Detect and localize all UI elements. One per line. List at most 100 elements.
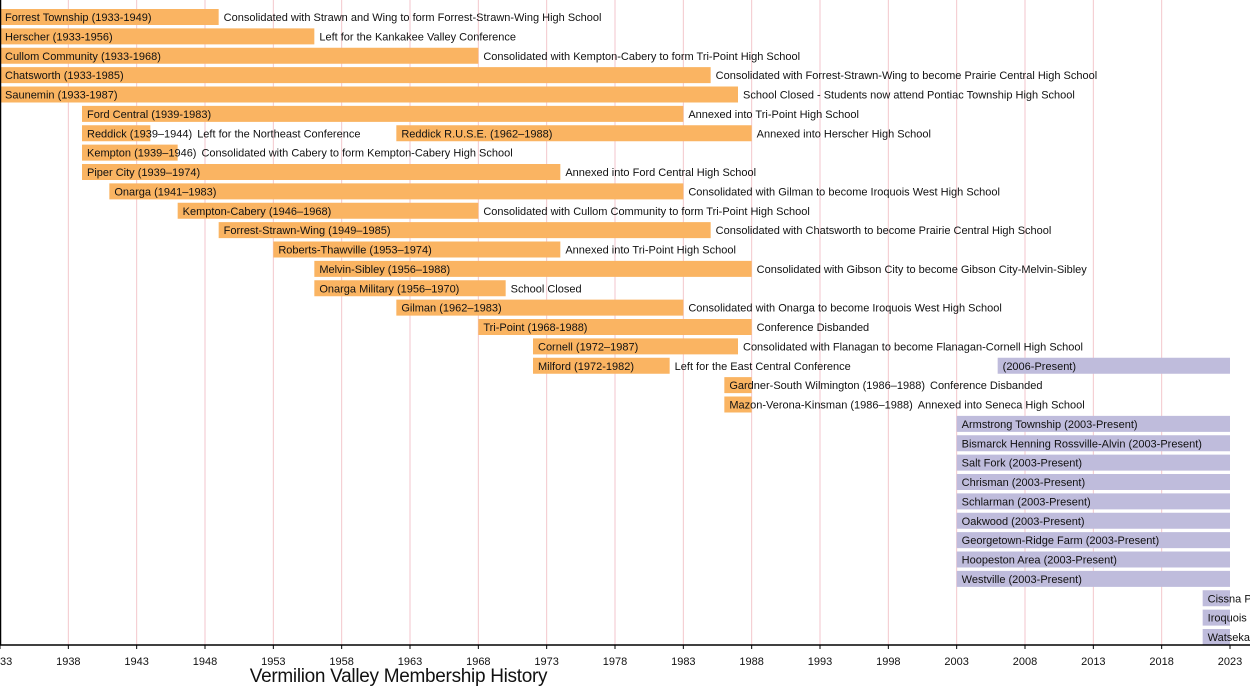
timeline-bar xyxy=(396,125,752,142)
x-tick-label: 1958 xyxy=(329,656,353,668)
timeline-bar xyxy=(997,357,1230,374)
x-tick-label: 2003 xyxy=(944,656,968,668)
timeline-bar xyxy=(0,86,738,103)
timeline-bar xyxy=(956,512,1230,529)
bar-label: Georgetown-Ridge Farm (2003-Present) xyxy=(962,535,1159,547)
bar-label: Chatsworth (1933-1985) xyxy=(5,70,124,82)
bar-label: Reddick R.U.S.E. (1962–1988) xyxy=(401,128,552,140)
row-note: Annexed into Tri-Point High School xyxy=(565,245,736,257)
bar-label: (2006-Present) xyxy=(1003,361,1076,373)
row-note: Consolidated with Cabery to form Kempton… xyxy=(201,148,512,160)
row-note: School Closed xyxy=(511,283,582,295)
bar-label: Ford Central (1939-1983) xyxy=(87,109,211,121)
row-note: Conference Disbanded xyxy=(757,322,870,334)
row-note: Left for the Kankakee Valley Conference xyxy=(319,31,516,43)
row-note: Consolidated with Gilman to become Iroqu… xyxy=(688,186,1000,198)
timeline-bar xyxy=(724,396,752,413)
bar-label: Hoopeston Area (2003-Present) xyxy=(962,555,1117,567)
x-tick-label: 1978 xyxy=(603,656,627,668)
x-tick-label: 1953 xyxy=(261,656,285,668)
bar-label: Melvin-Sibley (1956–1988) xyxy=(319,264,450,276)
bar-label: Gardner-South Wilmington (1986–1988) xyxy=(729,380,925,392)
bar-label: Westville (2003-Present) xyxy=(962,574,1082,586)
bar-label: Schlarman (2003-Present) xyxy=(962,496,1091,508)
x-tick-label: 1963 xyxy=(398,656,422,668)
row-note: Consolidated with Gibson City to become … xyxy=(757,264,1088,276)
bar-label: Onarga (1941–1983) xyxy=(114,186,216,198)
bar-label: Forrest-Strawn-Wing (1949–1985) xyxy=(224,225,391,237)
timeline-bar xyxy=(956,551,1230,568)
timeline-bar xyxy=(0,47,479,64)
x-tick-label: 1933 xyxy=(0,656,12,668)
bar-label: Herscher (1933-1956) xyxy=(5,31,113,43)
bar-label: Milford (1972-1982) xyxy=(538,361,634,373)
row-note: Consolidated with Chatsworth to become P… xyxy=(716,225,1052,237)
x-tick-label: 1973 xyxy=(534,656,558,668)
timeline-bar xyxy=(478,319,752,335)
x-tick-label: 1993 xyxy=(808,656,832,668)
x-tick-label: 1948 xyxy=(193,656,217,668)
bar-label: Oakwood (2003-Present) xyxy=(962,516,1085,528)
timeline-bar xyxy=(724,377,752,394)
timeline-bar xyxy=(314,260,752,277)
row-note: Consolidated with Onarga to become Iroqu… xyxy=(688,303,1001,315)
timeline-bar xyxy=(82,164,561,180)
bar-label: Bismarck Henning Rossville-Alvin (2003-P… xyxy=(962,438,1202,450)
bar-label: Mazon-Verona-Kinsman (1986–1988) xyxy=(729,400,912,412)
timeline-bar xyxy=(956,493,1230,510)
bar-note: Left for the East Central Conference xyxy=(675,361,851,373)
x-tick-label: 2013 xyxy=(1081,656,1105,668)
bar-label: Piper City (1939–1974) xyxy=(87,167,200,179)
x-tick-label: 1988 xyxy=(739,656,763,668)
timeline-bar xyxy=(0,67,711,84)
chart-title: Vermilion Valley Membership History xyxy=(249,666,548,687)
row-note: Consolidated with Strawn and Wing to for… xyxy=(224,12,602,24)
timeline-bar xyxy=(314,280,506,297)
bar-label: Salt Fork (2003-Present) xyxy=(962,458,1082,470)
x-tick-label: 2018 xyxy=(1149,656,1173,668)
x-tick-label: 1998 xyxy=(876,656,900,668)
row-note: Annexed into Ford Central High School xyxy=(565,167,756,179)
row-note: Consolidated with Kempton-Cabery to form… xyxy=(483,51,800,63)
bar-label: Cissna Pa xyxy=(1208,593,1250,605)
row-note: School Closed - Students now attend Pont… xyxy=(743,90,1075,102)
bar-label: Kempton (1939–1946) xyxy=(87,148,196,160)
bar-label: Tri-Point (1968-1988) xyxy=(483,322,587,334)
bar-label: Saunemin (1933-1987) xyxy=(5,90,118,102)
timeline-bar xyxy=(1202,590,1230,607)
x-tick-label: 1968 xyxy=(466,656,490,668)
bar-label: Forrest Township (1933-1949) xyxy=(5,12,152,24)
bar-label: Chrisman (2003-Present) xyxy=(962,477,1086,489)
bar-label: Reddick (1939–1944) xyxy=(87,128,192,140)
row-note: Consolidated with Forrest-Strawn-Wing to… xyxy=(716,70,1098,82)
timeline-bar xyxy=(533,338,738,355)
x-tick-label: 1943 xyxy=(124,656,148,668)
timeline-bar xyxy=(956,454,1230,471)
bar-label: Cullom Community (1933-1968) xyxy=(5,51,161,63)
timeline-bar xyxy=(0,9,219,25)
timeline-bar xyxy=(956,474,1230,490)
row-note: Annexed into Tri-Point High School xyxy=(688,109,859,121)
timeline-bar xyxy=(956,435,1230,452)
bar-label: Iroquois W xyxy=(1208,613,1250,625)
timeline-bar xyxy=(82,125,151,142)
bar-label: Armstrong Township (2003-Present) xyxy=(962,419,1138,431)
row-note: Conference Disbanded xyxy=(930,380,1043,392)
timeline-bar xyxy=(396,299,684,316)
bar-label: Kempton-Cabery (1946–1968) xyxy=(183,206,332,218)
timeline-bar xyxy=(0,28,315,45)
timeline-bar xyxy=(218,222,711,239)
bar-label: Gilman (1962–1983) xyxy=(401,303,501,315)
timeline-bar xyxy=(533,357,670,374)
timeline-bar xyxy=(956,570,1230,587)
x-tick-label: 2008 xyxy=(1013,656,1037,668)
bar-label: Cornell (1972–1987) xyxy=(538,341,638,353)
timeline-bar xyxy=(177,202,479,219)
timeline-bar xyxy=(1202,629,1230,645)
row-note: Consolidated with Flanagan to become Fla… xyxy=(743,341,1083,353)
timeline-bar xyxy=(956,532,1230,549)
timeline-bar xyxy=(956,415,1230,432)
row-note: Consolidated with Cullom Community to fo… xyxy=(483,206,809,218)
row-note: Annexed into Seneca High School xyxy=(918,400,1085,412)
